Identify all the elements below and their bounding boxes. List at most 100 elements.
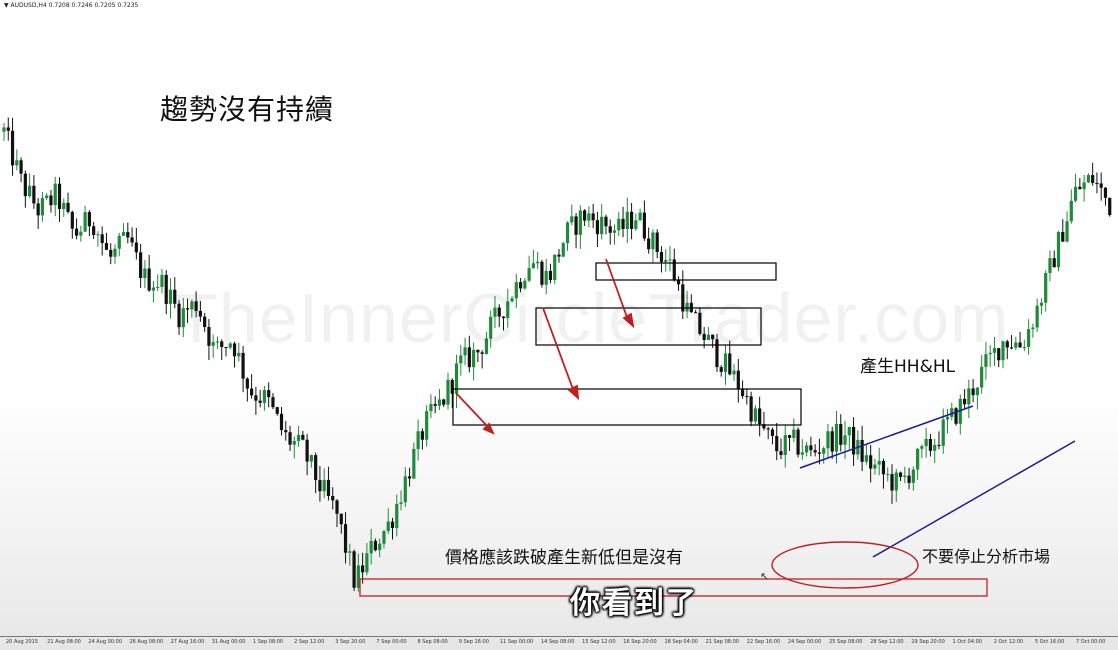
candle-body	[318, 480, 322, 492]
candle-body	[326, 479, 331, 496]
candle-body	[945, 416, 950, 420]
candle-body	[1005, 341, 1009, 348]
candle-body	[62, 202, 66, 210]
candle-body	[49, 195, 53, 206]
candle-body	[339, 513, 343, 525]
candle-body	[928, 438, 933, 451]
candle-body	[228, 343, 232, 348]
x-axis: 20 Aug 2015 21 Aug 08:00 24 Aug 00:00 26 Au…	[0, 636, 1118, 650]
candle-body	[164, 274, 168, 304]
drawn-arrow-3	[455, 392, 495, 435]
candle-body	[659, 251, 664, 262]
candle-body	[1001, 341, 1005, 361]
candle-body	[971, 388, 975, 396]
candle-body	[10, 130, 15, 166]
candle-body	[698, 312, 702, 334]
candle-body	[830, 431, 834, 452]
candle-body	[156, 286, 160, 288]
candle-body	[711, 334, 715, 340]
candle-body	[288, 432, 292, 445]
candle-body	[779, 451, 783, 455]
candle-body	[207, 326, 211, 346]
candle-body	[314, 455, 318, 481]
candle-body	[232, 343, 237, 357]
candle-body	[70, 211, 74, 229]
candle-body	[335, 500, 339, 514]
hh-hl-annotation: 產生HH&HL	[860, 357, 956, 377]
candle-body	[100, 234, 104, 244]
x-tick-label: 31 Aug 00:00	[211, 639, 246, 645]
candle-body	[322, 479, 326, 492]
candle-body	[429, 404, 433, 412]
candle-body	[565, 222, 570, 244]
candle-body	[629, 211, 634, 229]
video-subtitle: 你看到了	[570, 586, 698, 621]
candle-body	[497, 307, 501, 317]
candle-body	[587, 213, 591, 221]
x-tick-label: 2 Oct 12:00	[993, 639, 1024, 645]
candle-body	[386, 521, 390, 532]
candle-body	[822, 448, 826, 454]
watermark: TheInnerCircleTrader.com	[175, 279, 1010, 357]
candle-body	[651, 232, 655, 250]
candle-body	[32, 185, 36, 204]
candle-body	[723, 353, 728, 372]
candle-body	[395, 503, 399, 529]
candle-body	[792, 429, 796, 438]
candles-layer	[2, 117, 1112, 592]
candle-body	[143, 268, 147, 279]
candle-body	[762, 424, 766, 429]
candle-body	[437, 399, 442, 406]
candle-body	[292, 441, 296, 445]
candle-body	[527, 268, 531, 281]
candle-body	[642, 212, 646, 239]
candle-body	[561, 243, 565, 257]
candle-body	[715, 339, 719, 368]
candle-body	[787, 435, 792, 438]
candle-body	[886, 474, 890, 476]
candle-body	[96, 234, 100, 236]
candle-body	[745, 396, 749, 398]
candle-body	[40, 198, 45, 216]
candle-body	[817, 452, 822, 454]
candle-body	[139, 252, 143, 279]
candle-body	[241, 352, 245, 379]
candle-body	[967, 388, 971, 405]
candle-body	[1031, 327, 1035, 330]
drawn-arrow-2	[542, 307, 580, 401]
candle-body	[1073, 186, 1078, 201]
x-tick-label: 11 Sep 00:00	[499, 639, 534, 645]
x-tick-label: 1 Oct 04:00	[952, 639, 982, 645]
candle-body	[719, 367, 723, 372]
candle-body	[198, 310, 202, 317]
candle-body	[557, 254, 561, 257]
candle-body	[775, 436, 779, 452]
candle-body	[531, 263, 535, 269]
candle-body	[57, 183, 62, 210]
candle-body	[220, 341, 224, 348]
x-tick-label: 20 Aug 2015	[6, 639, 39, 645]
x-tick-label: 14 Sep 08:00	[541, 639, 575, 645]
x-tick-label: 1 Sep 08:00	[252, 639, 284, 645]
candle-body	[1018, 342, 1022, 348]
chevron-down-icon[interactable]: ▼	[4, 2, 9, 9]
candle-body	[450, 379, 454, 394]
x-tick-label: 7 Sep 00:00	[376, 639, 407, 645]
trendline-upper	[799, 405, 974, 469]
candle-body	[851, 426, 856, 455]
candle-body	[685, 302, 689, 312]
higher-low-ellipse	[771, 541, 919, 589]
candle-body	[1027, 329, 1031, 347]
x-tick-label: 7 Oct 00:00	[1076, 639, 1106, 645]
candle-body	[941, 419, 945, 446]
candle-body	[847, 426, 851, 436]
candle-body	[676, 280, 681, 285]
candle-body	[399, 502, 403, 504]
candle-body	[472, 349, 476, 368]
candle-body	[920, 446, 924, 449]
candle-body	[279, 413, 284, 431]
candle-body	[130, 237, 134, 243]
candle-body	[1099, 183, 1103, 188]
